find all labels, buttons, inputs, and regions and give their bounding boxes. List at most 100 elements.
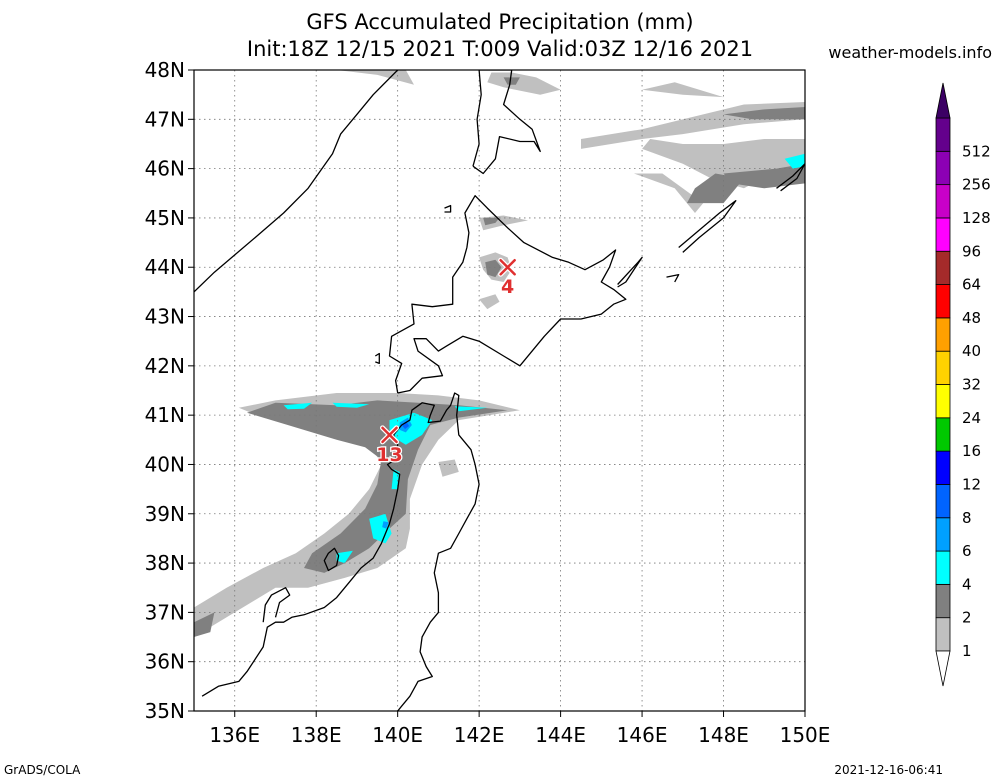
- lat-tick-label: 38N: [145, 551, 185, 575]
- precip-area-level-2: [247, 400, 508, 573]
- lat-tick-label: 48N: [145, 58, 185, 82]
- map-frame: [193, 69, 806, 712]
- coastline-kunashir: [617, 256, 643, 288]
- colorbar-swatch: [935, 284, 951, 319]
- colorbar-label: 4: [962, 575, 972, 593]
- lat-tick-label: 35N: [145, 699, 185, 723]
- marker-value-label: 13: [376, 444, 402, 466]
- coastlines: [194, 70, 805, 711]
- colorbar-label: 1: [962, 642, 972, 660]
- precip-area-level-4: [283, 402, 313, 410]
- coastline-okushiri: [374, 352, 380, 365]
- lon-tick-label: 146E: [617, 723, 668, 747]
- lat-tick-label: 46N: [145, 157, 185, 181]
- precip-area-level-1: [487, 72, 561, 95]
- max-markers: 13 4: [375, 257, 518, 467]
- map-title: GFS Accumulated Precipitation (mm): [306, 10, 694, 34]
- colorbar-label: 96: [962, 242, 981, 260]
- colorbar-label: 512: [962, 142, 991, 160]
- lon-tick-label: 136E: [209, 723, 260, 747]
- colorbar-swatch: [935, 117, 951, 152]
- precip-area-level-2: [483, 217, 500, 226]
- precip-area-level-4: [369, 513, 392, 544]
- colorbar-swatch: [935, 517, 951, 552]
- precipitation-layer: [194, 70, 805, 637]
- precip-area-level-6: [382, 521, 389, 529]
- colorbar-swatch: [935, 217, 951, 252]
- precip-area-level-2: [194, 612, 215, 637]
- generation-timestamp: 2021-12-16-06:41: [834, 763, 943, 777]
- colorbar-label: 128: [962, 209, 991, 227]
- source-credit: weather-models.info: [828, 43, 992, 62]
- coastline-noto: [262, 587, 291, 623]
- colorbar-swatch: [935, 150, 951, 186]
- precip-area-level-1: [633, 173, 704, 213]
- max-value-marker: 4: [498, 257, 518, 299]
- colorbar-label: 6: [962, 542, 972, 560]
- colorbar-bottom-arrow: [935, 650, 951, 687]
- precip-area-level-4: [391, 469, 400, 490]
- coastline-urup: [776, 163, 805, 192]
- precip-area-level-2: [485, 259, 502, 278]
- precip-area-level-1: [336, 70, 414, 85]
- lon-tick-label: 144E: [535, 723, 586, 747]
- precip-area-level-4: [784, 153, 805, 169]
- lat-tick-label: 39N: [145, 502, 185, 526]
- colorbar-swatch: [935, 317, 951, 352]
- coastline-rishiri: [444, 204, 452, 213]
- precip-area-level-4: [336, 550, 353, 564]
- colorbar-swatch: [935, 617, 951, 652]
- lat-tick-label: 40N: [145, 452, 185, 476]
- lon-tick-label: 138E: [291, 723, 342, 747]
- software-credit: GrADS/COLA: [4, 763, 81, 777]
- precip-area-level-4: [389, 412, 433, 445]
- colorbar-swatch: [935, 417, 951, 452]
- colorbar-swatch: [935, 384, 951, 419]
- axis-labels: 48N 47N 46N 45N 44N 43N 42N 41N 40N 39N 38N 37N 36N 3…: [145, 58, 831, 747]
- coastline-mainland-asia: [194, 70, 399, 293]
- precip-area-level-1: [479, 294, 500, 310]
- gridlines: [194, 70, 805, 711]
- colorbar-swatch: [935, 550, 951, 585]
- colorbar-label: 64: [962, 276, 981, 294]
- lat-tick-label: 41N: [145, 403, 185, 427]
- lon-tick-label: 142E: [454, 723, 505, 747]
- precip-area-level-2: [723, 107, 805, 120]
- colorbar-label: 2: [962, 609, 972, 627]
- colorbar-label: 24: [962, 409, 981, 427]
- lon-tick-label: 140E: [372, 723, 423, 747]
- lat-tick-label: 42N: [145, 354, 185, 378]
- marker-cross: [381, 426, 398, 444]
- coastline-shikotan: [666, 273, 680, 283]
- colorbar-swatch: [935, 583, 951, 619]
- marker-cross: [499, 258, 516, 276]
- precip-area-level-1: [438, 459, 459, 477]
- map-subtitle: Init:18Z 12/15 2021 T:009 Valid:03Z 12/1…: [246, 37, 754, 61]
- colorbar-top-arrow: [935, 82, 951, 119]
- precip-area-level-8: [401, 422, 410, 429]
- precip-area-level-4: [332, 402, 370, 408]
- colorbar-swatch: [935, 184, 951, 219]
- precip-area-level-1: [194, 393, 520, 637]
- lat-tick-label: 43N: [145, 305, 185, 329]
- colorbar-label: 40: [962, 342, 981, 360]
- colorbar-label: 12: [962, 475, 981, 493]
- lat-tick-label: 37N: [145, 600, 185, 624]
- lat-tick-label: 44N: [145, 255, 185, 279]
- coastline-sado: [323, 547, 340, 572]
- colorbar-label: 8: [962, 509, 972, 527]
- colorbar-swatch: [935, 250, 951, 285]
- colorbar-label: 48: [962, 309, 981, 327]
- lon-tick-label: 148E: [698, 723, 749, 747]
- coastline-honshu-west: [201, 392, 480, 711]
- colorbar-swatch: [935, 350, 951, 385]
- colorbar-swatch: [935, 450, 951, 485]
- precip-area-level-1: [642, 82, 724, 98]
- colorbar-label: 256: [962, 176, 991, 194]
- precip-area-level-2: [503, 77, 520, 85]
- lon-tick-label: 150E: [780, 723, 831, 747]
- coastline-hokkaido: [388, 195, 627, 394]
